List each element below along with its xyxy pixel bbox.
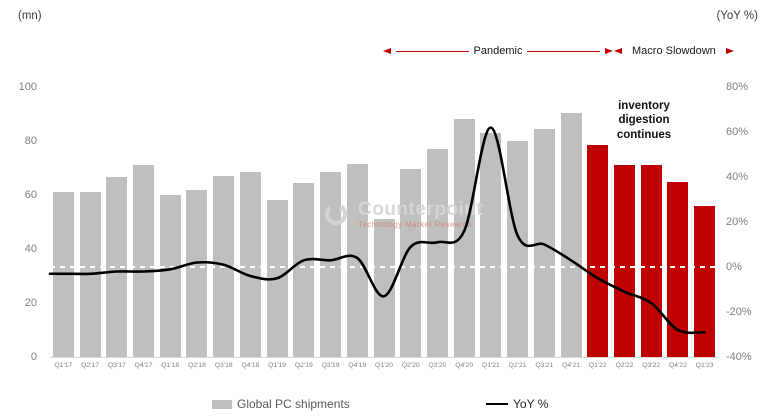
pandemic-label: Pandemic [473,45,523,57]
plot-area [48,87,718,357]
arrow-right-icon [725,48,734,54]
left-tick-100: 100 [18,81,37,93]
x-tick-Q3'18: Q3'18 [214,362,233,369]
x-tick-Q2'19: Q2'19 [294,362,313,369]
legend-shipments-label: Global PC shipments [237,397,350,411]
left-axis-unit-label: (mn) [18,10,42,22]
bar-swatch-icon [212,399,232,409]
right-axis-ticks: 80% 60% 40% 20% 0% -20% -40% [724,81,768,363]
left-tick-80: 80 [24,135,37,147]
x-tick-Q3'19: Q3'19 [321,362,340,369]
bar-Q4'19 [346,163,368,357]
x-tick-Q4'21: Q4'21 [562,362,580,369]
right-tick-80: 80% [726,81,749,93]
right-tick-0: 0% [726,261,742,273]
legend-yoy-label: YoY % [513,397,549,411]
x-tick-Q4'19: Q4'19 [348,362,367,369]
right-axis-unit-label: (YoY %) [716,10,758,22]
line-swatch-icon [486,402,508,406]
arrow-right-icon [605,48,614,54]
right-tick--40: -40% [726,351,752,363]
x-tick-Q4'22: Q4'22 [668,362,687,369]
x-tick-Q2'21: Q2'21 [508,362,527,369]
bar-Q3'21 [533,128,555,357]
legend-item-yoy: YoY % [486,395,548,413]
bar-Q4'17 [133,165,155,357]
x-tick-Q4'18: Q4'18 [241,362,260,369]
arrow-line [396,50,469,52]
x-tick-Q1'19: Q1'19 [268,362,287,369]
x-axis-labels: Q1'17 Q2'17 Q3'17 Q4'17 Q1'18 Q2'18 Q3'18 Q4'18… [50,362,718,374]
arrow-line [527,50,601,52]
x-tick-Q3'17: Q3'17 [107,362,126,369]
bar-Q2'19 [293,182,315,357]
x-tick-Q3'22: Q3'22 [642,362,661,369]
bar-Q1'20 [373,219,395,357]
left-tick-40: 40 [24,243,37,255]
x-tick-Q4'20: Q4'20 [455,362,474,369]
macro-slowdown-annotation: Macro Slowdown [614,44,734,58]
bar-Q2'18 [186,189,208,357]
bar-Q4'20 [453,119,475,357]
right-tick--20: -20% [726,306,752,318]
x-tick-Q1'20: Q1'20 [375,362,393,369]
x-tick-Q2'17: Q2'17 [81,362,100,369]
arrow-left-icon [614,48,622,54]
zero-gridline [50,266,718,268]
x-tick-Q1'17: Q1'17 [54,362,73,369]
macro-slowdown-label: Macro Slowdown [632,45,716,57]
pandemic-annotation: Pandemic [383,44,614,58]
left-tick-60: 60 [24,189,37,201]
bar-Q3'20 [426,149,448,357]
x-tick-Q1'22: Q1'22 [588,362,607,369]
right-tick-60: 60% [726,126,749,138]
bar-Q2'21 [507,141,529,357]
x-tick-Q1'18: Q1'18 [161,362,180,369]
chart-legend: Global PC shipments YoY % [0,395,768,413]
bar-Q4'21 [560,112,582,357]
x-tick-Q3'21: Q3'21 [535,362,554,369]
right-tick-40: 40% [726,171,749,183]
x-tick-Q1'23: Q1'23 [695,362,714,369]
left-tick-20: 20 [24,297,37,309]
bar-Q1'23 [694,205,716,357]
left-tick-0: 0 [30,351,37,363]
bar-Q1'18 [159,195,181,357]
bar-Q2'20 [400,169,422,357]
x-axis-line [50,357,718,358]
arrow-left-icon [383,48,391,54]
x-tick-Q1'21: Q1'21 [481,362,500,369]
x-tick-Q2'18: Q2'18 [187,362,206,369]
yoy-line-series [48,126,706,335]
x-tick-Q3'20: Q3'20 [428,362,447,369]
x-tick-Q2'20: Q2'20 [401,362,420,369]
bar-Q4'18 [239,172,261,357]
x-tick-Q2'22: Q2'22 [615,362,634,369]
bar-Q4'22 [667,181,689,357]
bar-Q2'22 [613,165,635,357]
x-tick-Q4'17: Q4'17 [134,362,153,369]
inventory-digestion-note: inventory digestion continues [616,100,672,141]
right-tick-20: 20% [726,216,749,228]
legend-item-shipments: Global PC shipments [212,395,350,413]
left-axis-ticks: 100 80 60 40 20 0 [0,81,40,363]
bar-Q1'22 [587,145,609,357]
bar-Q1'21 [480,132,502,357]
